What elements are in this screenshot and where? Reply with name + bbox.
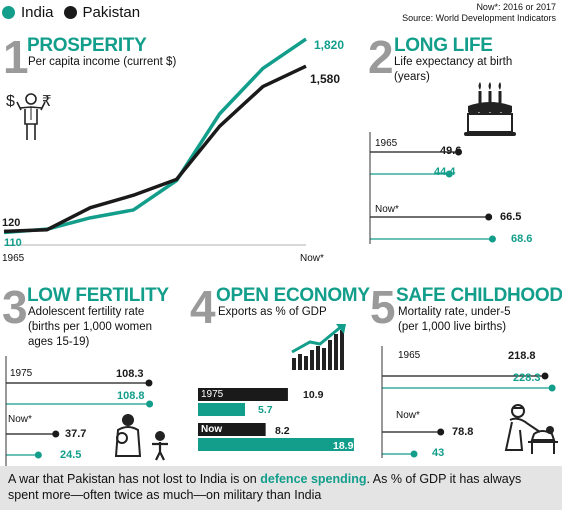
- section-subtitle-fertility: Adolescent fertility rate (births per 1,…: [28, 306, 153, 348]
- note-now: Now*: 2016 or 2017: [476, 2, 556, 12]
- childhood-bar-chart: [381, 346, 556, 458]
- legend-dot-pakistan: [63, 5, 77, 19]
- svg-text:₹: ₹: [42, 92, 52, 110]
- section-number-economy: 4: [190, 281, 216, 333]
- bar-dot-india-now: [488, 235, 496, 243]
- childhood-pak-1965: 218.8: [508, 350, 536, 362]
- bar-dot-pakistan-now: [52, 430, 60, 438]
- note-source: Source: World Development Indicators: [402, 13, 556, 23]
- economy-bar-chart: [198, 388, 354, 451]
- money-person-icon: $ ₹: [6, 92, 52, 140]
- section-subtitle-longlife: Life expectancy at birth (years): [394, 56, 513, 83]
- svg-text:$: $: [6, 93, 15, 110]
- childhood-pak-now: 78.8: [452, 426, 474, 438]
- india-start-value: 110: [4, 237, 22, 249]
- axis-label-end: Now*: [300, 253, 324, 264]
- longlife-ind-now: 68.6: [511, 233, 533, 245]
- bar-dot-pakistan-now: [485, 213, 493, 221]
- prosperity-line-chart: [3, 37, 307, 246]
- longlife-cat-2: Now*: [375, 204, 399, 215]
- section-title-childhood: SAFE CHILDHOOD: [396, 285, 562, 306]
- section-number-longlife: 2: [368, 31, 394, 83]
- economy-ind-now: 18.9: [333, 440, 354, 452]
- section-number-fertility: 3: [2, 281, 28, 333]
- bar-india-now: [198, 438, 354, 451]
- longlife-cat-1: 1965: [375, 138, 398, 149]
- bar-dot-india-now: [410, 450, 418, 458]
- fertility-bar-chart: [5, 356, 154, 466]
- bar-dot-india-1975: [146, 400, 154, 408]
- footer-text-after: . As % of GDP it has always spent more—o…: [8, 472, 522, 502]
- birthday-cake-icon: [464, 82, 516, 136]
- bar-dot-pakistan-1965: [541, 372, 549, 380]
- bar-india-1975: [198, 403, 246, 416]
- pakistan-end-value: 1,580: [310, 72, 341, 86]
- fertility-ind-1975: 108.8: [117, 390, 145, 402]
- section-title-prosperity: PROSPERITY: [27, 35, 147, 56]
- bar-dot-india-1965: [445, 170, 453, 178]
- longlife-bar-chart: [369, 132, 496, 244]
- longlife-pak-1975: 49.6: [440, 145, 462, 157]
- legend-label-india: India: [21, 3, 54, 21]
- growth-chart-icon: [291, 324, 346, 370]
- economy-cat-1: 1975: [201, 389, 224, 400]
- economy-ind-1975: 5.7: [258, 404, 273, 416]
- section-subtitle-economy: Exports as % of GDP: [218, 306, 327, 318]
- fertility-pak-1975: 108.3: [116, 368, 144, 380]
- nurse-baby-icon: [504, 404, 558, 454]
- section-number-prosperity: 1: [3, 31, 29, 83]
- pakistan-start-value: 120: [2, 217, 21, 229]
- bar-dot-pakistan-now: [437, 428, 445, 436]
- fertility-pak-now: 37.7: [65, 428, 87, 440]
- section-subtitle-prosperity: Per capita income (current $): [28, 56, 177, 68]
- longlife-ind-1975: 44.4: [434, 166, 456, 178]
- longlife-pak-now: 66.5: [500, 211, 522, 223]
- india-end-value: 1,820: [314, 38, 345, 52]
- economy-pak-now: 8.2: [275, 425, 290, 437]
- bar-dot-pakistan-1965: [455, 148, 463, 156]
- bar-pakistan-1975: [198, 388, 288, 401]
- footer-highlight: defence spending: [260, 472, 367, 486]
- economy-pak-1975: 10.9: [303, 389, 324, 401]
- mother-child-icon: [114, 414, 168, 461]
- childhood-cat-1: 1965: [398, 350, 421, 361]
- legend-dot-india: [2, 5, 15, 19]
- bar-dot-india-now: [34, 451, 42, 459]
- childhood-ind-now: 43: [432, 447, 445, 459]
- legend-label-pakistan: Pakistan: [82, 3, 141, 21]
- childhood-ind-1965: 228.3: [513, 372, 541, 384]
- legend: India Pakistan: [0, 2, 140, 22]
- bar-pakistan-now: [198, 423, 266, 436]
- axis-label-start: 1965: [2, 253, 25, 264]
- section-title-fertility: LOW FERTILITY: [27, 285, 169, 306]
- series-line-pakistan: [3, 64, 307, 234]
- economy-cat-2: Now: [201, 424, 223, 435]
- section-number-childhood: 5: [370, 281, 396, 333]
- section-title-economy: OPEN ECONOMY: [216, 285, 370, 306]
- bar-dot-india-1965: [548, 384, 556, 392]
- section-title-longlife: LONG LIFE: [394, 35, 493, 56]
- childhood-cat-2: Now*: [396, 410, 420, 421]
- fertility-cat-1: 1975: [10, 368, 33, 379]
- footer-note: A war that Pakistan has not lost to Indi…: [0, 466, 562, 510]
- section-subtitle-childhood: Mortality rate, under-5 (per 1,000 live …: [398, 306, 511, 333]
- bar-dot-pakistan-1975: [145, 379, 153, 387]
- series-line-india: [3, 37, 307, 235]
- fertility-ind-now: 24.5: [60, 449, 82, 461]
- footer-text-before: A war that Pakistan has not lost to Indi…: [8, 472, 261, 486]
- fertility-cat-2: Now*: [8, 414, 32, 425]
